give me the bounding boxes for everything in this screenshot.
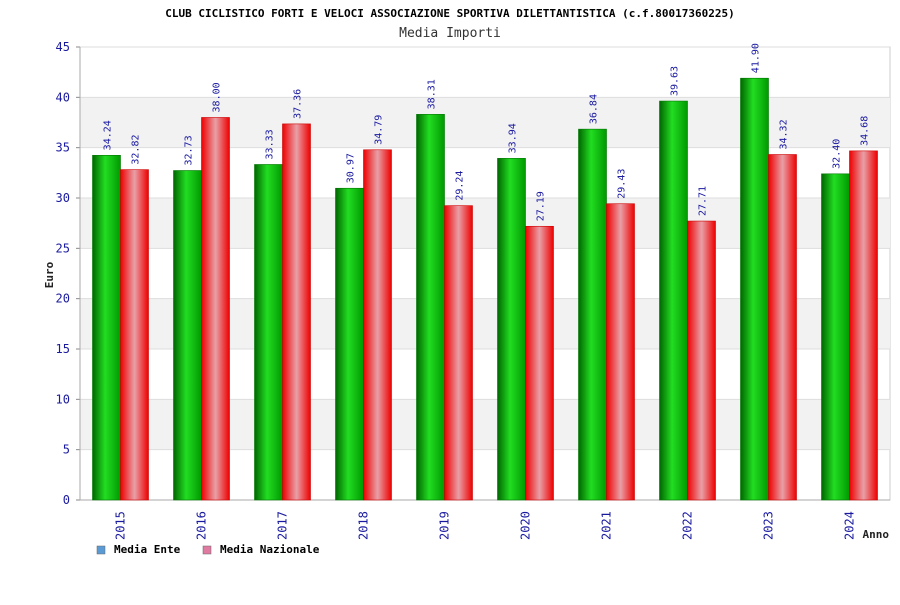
y-tick-label: 45 <box>56 40 70 54</box>
y-tick-label: 0 <box>63 493 70 507</box>
value-label: 29.43 <box>617 169 628 199</box>
x-tick-label: 2024 <box>843 511 857 540</box>
bar-media-ente <box>821 173 850 501</box>
value-label: 36.84 <box>589 94 600 124</box>
y-tick-label: 20 <box>56 292 70 306</box>
bar-media-nazionale <box>282 123 311 501</box>
value-label: 34.24 <box>103 120 114 150</box>
value-label: 41.90 <box>751 43 762 73</box>
x-tick-label: 2020 <box>519 511 533 540</box>
x-tick-label: 2019 <box>438 511 452 540</box>
value-label: 39.63 <box>670 66 681 96</box>
bar-media-nazionale <box>363 149 392 501</box>
value-label: 32.40 <box>832 139 843 169</box>
value-label: 32.82 <box>131 135 142 165</box>
value-label: 27.19 <box>536 191 547 221</box>
x-tick-label: 2017 <box>276 511 290 540</box>
bar-media-nazionale <box>444 205 473 501</box>
legend-label-ente: Media Ente <box>114 543 181 556</box>
value-label: 29.24 <box>455 171 466 201</box>
bar-media-nazionale <box>120 169 149 501</box>
value-label: 27.71 <box>698 186 709 216</box>
y-tick-label: 35 <box>56 141 70 155</box>
bar-media-ente <box>254 164 283 501</box>
bar-media-ente <box>416 114 445 501</box>
bars <box>92 77 878 501</box>
bar-media-ente <box>659 100 688 501</box>
bar-media-nazionale <box>525 225 554 501</box>
value-label: 34.79 <box>374 115 385 145</box>
legend: Media Ente Media Nazionale <box>96 543 320 556</box>
value-label: 32.73 <box>184 135 195 165</box>
value-label: 38.00 <box>212 82 223 112</box>
bar-media-nazionale <box>687 220 716 501</box>
bar-media-nazionale <box>849 150 878 501</box>
x-tick-labels: 2015 2016 2017 2018 2019 2020 2021 2022 2023 2024 <box>114 511 857 540</box>
y-axis-label: Euro <box>43 261 56 288</box>
chart-title: CLUB CICLISTICO FORTI E VELOCI ASSOCIAZI… <box>165 7 735 20</box>
value-label: 34.32 <box>779 119 790 149</box>
value-labels: 34.24 32.82 32.73 38.00 33.33 37.36 30.97 34.79… <box>103 43 871 221</box>
y-tick-label: 25 <box>56 241 70 255</box>
bar-media-ente <box>740 77 769 501</box>
x-axis-label: Anno <box>863 528 890 541</box>
legend-swatch-ente <box>96 545 106 555</box>
bar-media-ente <box>578 128 607 501</box>
bar-media-ente <box>497 158 526 501</box>
bar-media-nazionale <box>768 154 797 501</box>
y-tick-label: 10 <box>56 392 70 406</box>
chart-subtitle: Media Importi <box>399 26 501 41</box>
value-label: 33.33 <box>265 129 276 159</box>
bar-media-nazionale <box>606 203 635 501</box>
y-tick-label: 15 <box>56 342 70 356</box>
y-tick-label: 5 <box>63 443 70 457</box>
x-tick-label: 2015 <box>114 511 128 540</box>
x-tick-label: 2021 <box>600 511 614 540</box>
value-label: 34.68 <box>860 116 871 146</box>
y-tick-label: 30 <box>56 191 70 205</box>
x-tick-label: 2023 <box>762 511 776 540</box>
y-tick-labels: 0 5 10 15 20 25 30 35 40 45 <box>56 40 70 507</box>
bar-media-ente <box>92 155 121 501</box>
legend-swatch-nazionale <box>202 545 212 555</box>
y-tick-label: 40 <box>56 90 70 104</box>
bar-media-ente <box>173 170 202 501</box>
bar-media-nazionale <box>201 117 230 501</box>
x-tick-label: 2016 <box>195 511 209 540</box>
value-label: 33.94 <box>508 123 519 153</box>
value-label: 37.36 <box>293 89 304 119</box>
value-label: 38.31 <box>427 79 438 109</box>
bar-media-ente <box>335 187 364 501</box>
value-label: 30.97 <box>346 153 357 183</box>
x-tick-label: 2018 <box>357 511 371 540</box>
x-tick-label: 2022 <box>681 511 695 540</box>
legend-label-nazionale: Media Nazionale <box>220 543 320 556</box>
